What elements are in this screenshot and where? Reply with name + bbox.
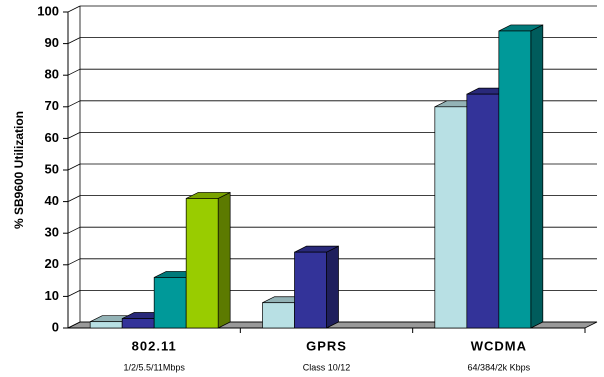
x-sublabel: Class 10/12 (303, 362, 351, 372)
y-tick-label: 70 (45, 98, 59, 113)
bar-side (326, 245, 339, 329)
grid-diagonal (67, 258, 81, 266)
y-tick-label: 100 (37, 3, 59, 18)
x-sublabel: 1/2/5.5/11Mbps (123, 362, 185, 372)
grid-diagonal (67, 37, 81, 44)
grid-diagonal (67, 5, 81, 13)
bar-front (185, 198, 219, 329)
y-tick-label: 90 (45, 35, 59, 50)
grid-diagonal (67, 68, 81, 76)
x-sublabel: 64/384/2k Kbps (468, 362, 531, 372)
y-tick-label: 20 (45, 256, 59, 271)
bar (294, 245, 339, 329)
x-tick-label: WCDMA (471, 338, 527, 353)
x-tick-label: 802.11 (132, 338, 177, 353)
grid-diagonal (67, 132, 81, 139)
bar-front (121, 318, 155, 329)
bar-side (217, 191, 231, 329)
y-tick-label: 40 (45, 193, 59, 208)
y-tick-label: 80 (45, 67, 59, 82)
grid-diagonal (67, 195, 81, 202)
bar-front (434, 106, 468, 329)
grid-diagonal (67, 290, 81, 297)
bar-side (530, 24, 544, 329)
y-tick-label: 60 (45, 130, 59, 145)
y-tick-label: 10 (45, 288, 59, 303)
grid-diagonal (67, 163, 81, 171)
y-tick-label: 0 (52, 319, 59, 334)
bar-front (294, 251, 327, 329)
bar-front (153, 277, 187, 329)
bar-front (466, 93, 500, 329)
bar-front (89, 321, 123, 329)
y-axis-label: % SB9600 Utilization (12, 111, 26, 229)
y-tick-label: 30 (45, 225, 59, 240)
bar-front (262, 302, 295, 329)
x-tick-label: GPRS (306, 338, 347, 353)
grid-diagonal (67, 100, 81, 108)
grid-diagonal (67, 226, 81, 234)
bar-front (498, 30, 532, 329)
bar (185, 191, 231, 329)
bar (498, 24, 544, 329)
y-tick-label: 50 (45, 161, 59, 176)
grid-diagonal (67, 321, 81, 329)
